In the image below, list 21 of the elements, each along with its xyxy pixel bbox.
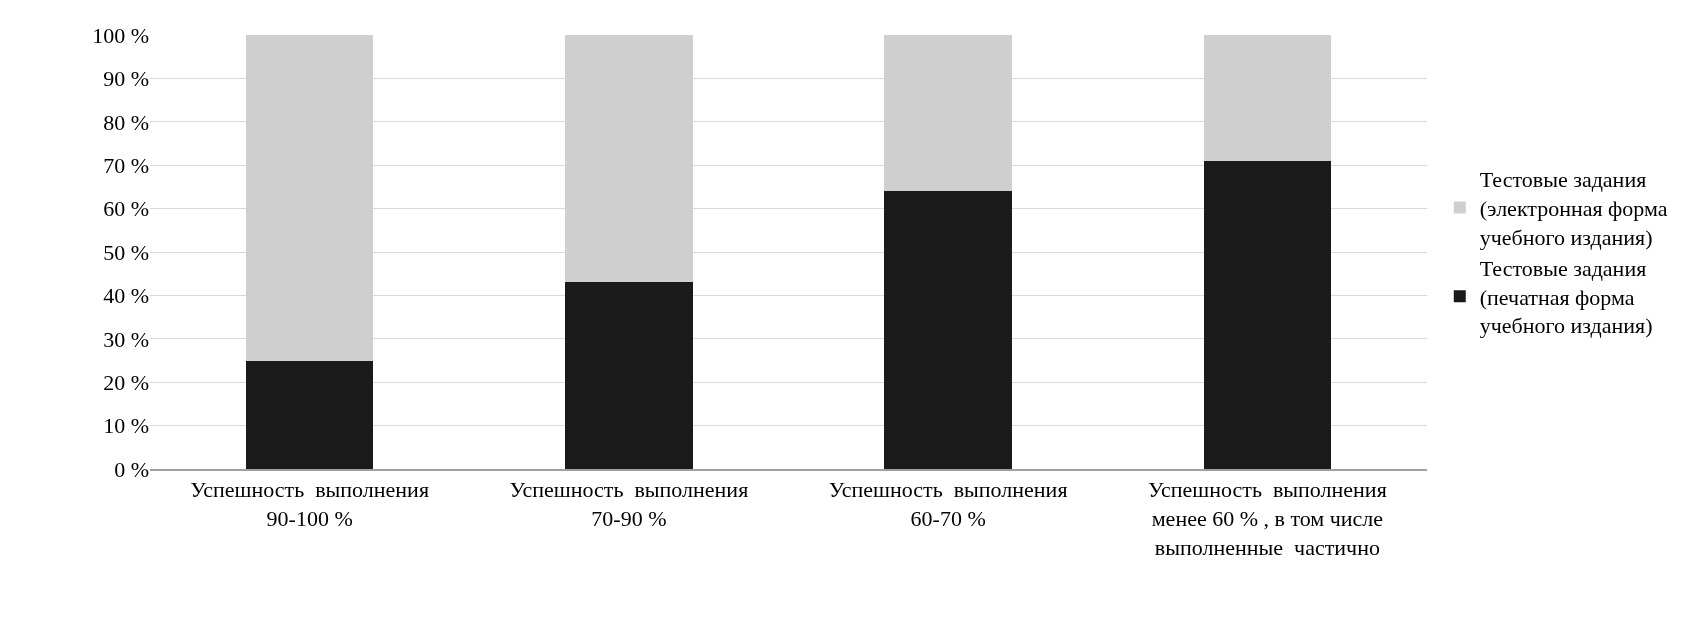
y-tick-label: 70 % [103, 152, 149, 178]
y-tick-label: 40 % [103, 283, 149, 309]
legend-label: Тестовые задания (печатная форма учебного издания) [1479, 256, 1653, 339]
y-tick-label: 60 % [103, 196, 149, 222]
y-tick-label: 50 % [103, 239, 149, 265]
legend-label: Тестовые задания (электронная форма учебного издания) [1479, 167, 1668, 250]
y-tick-label: 90 % [103, 66, 149, 92]
bar [565, 282, 693, 469]
x-tick-label: Успешность выполнения 70-90 % [509, 477, 749, 531]
y-tick-label: 0 % [114, 456, 149, 482]
bar [245, 360, 374, 469]
y-tick-label: 80 % [103, 109, 149, 135]
y-tick-label: 30 % [103, 326, 149, 352]
x-tick-label: Успешность выполнения 60-70 % [828, 477, 1068, 531]
y-tick-label: 20 % [103, 369, 149, 395]
x-tick-label: Успешность выполнения 90-100 % [190, 477, 430, 531]
bar [884, 191, 1012, 469]
y-tick-label: 100 % [92, 22, 149, 48]
y-tick-label: 10 % [103, 413, 149, 439]
bar [1203, 160, 1332, 469]
x-tick-label: Успешность выполнения менее 60 % , в том числе выполненные частично [1148, 477, 1387, 560]
